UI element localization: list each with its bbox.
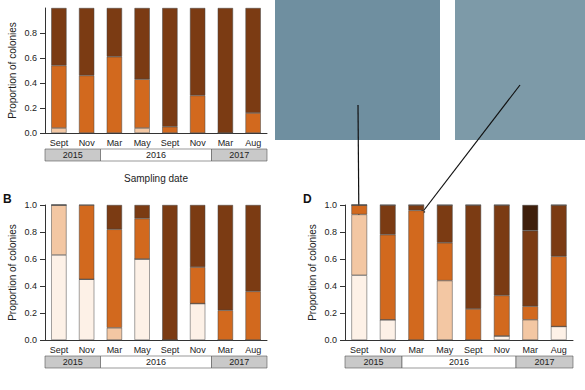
svg-text:0.4: 0.4: [324, 281, 337, 291]
svg-text:2017: 2017: [229, 357, 249, 367]
svg-text:2015: 2015: [63, 357, 83, 367]
svg-text:2017: 2017: [229, 150, 249, 160]
svg-text:2016: 2016: [146, 357, 166, 367]
svg-text:D: D: [303, 192, 312, 206]
svg-text:May: May: [134, 345, 152, 355]
svg-text:Aug: Aug: [245, 345, 261, 355]
svg-text:Sept: Sept: [464, 345, 483, 355]
svg-text:Mar: Mar: [523, 345, 539, 355]
svg-text:2015: 2015: [63, 150, 83, 160]
svg-text:0.4: 0.4: [24, 281, 37, 291]
svg-text:May: May: [134, 138, 152, 148]
svg-text:Sept: Sept: [161, 345, 180, 355]
svg-text:2016: 2016: [449, 357, 469, 367]
svg-text:Mar: Mar: [218, 138, 234, 148]
svg-text:0.8: 0.8: [24, 28, 37, 38]
svg-text:0.0: 0.0: [324, 335, 337, 345]
svg-text:1.0: 1.0: [324, 200, 337, 210]
svg-text:Proportion of colonies: Proportion of colonies: [7, 224, 18, 321]
svg-text:Nov: Nov: [190, 138, 207, 148]
svg-text:Proportion of colonies: Proportion of colonies: [307, 224, 318, 321]
svg-text:0.6: 0.6: [24, 254, 37, 264]
svg-text:0.6: 0.6: [24, 53, 37, 63]
svg-text:Sept: Sept: [350, 345, 369, 355]
svg-text:0.6: 0.6: [324, 254, 337, 264]
svg-text:0.4: 0.4: [24, 78, 37, 88]
svg-text:0.2: 0.2: [24, 103, 37, 113]
svg-text:Mar: Mar: [409, 345, 425, 355]
svg-text:B: B: [3, 192, 12, 206]
svg-text:Nov: Nov: [79, 138, 96, 148]
svg-text:0.0: 0.0: [24, 335, 37, 345]
svg-text:Mar: Mar: [107, 345, 123, 355]
svg-text:Nov: Nov: [380, 345, 397, 355]
svg-text:Aug: Aug: [245, 138, 261, 148]
svg-text:Nov: Nov: [494, 345, 511, 355]
svg-text:1.0: 1.0: [24, 200, 37, 210]
svg-text:Sept: Sept: [161, 138, 180, 148]
svg-text:0.0: 0.0: [24, 128, 37, 138]
svg-text:Sept: Sept: [50, 345, 69, 355]
svg-text:Mar: Mar: [218, 345, 234, 355]
svg-text:0.8: 0.8: [324, 227, 337, 237]
svg-text:0.8: 0.8: [24, 227, 37, 237]
svg-text:Proportion of colonies: Proportion of colonies: [7, 22, 18, 119]
svg-text:Nov: Nov: [190, 345, 207, 355]
svg-text:2016: 2016: [146, 150, 166, 160]
svg-text:Mar: Mar: [107, 138, 123, 148]
svg-text:Sept: Sept: [50, 138, 69, 148]
svg-text:Nov: Nov: [79, 345, 96, 355]
svg-text:2015: 2015: [363, 357, 383, 367]
svg-text:0.2: 0.2: [24, 308, 37, 318]
svg-text:0.2: 0.2: [324, 308, 337, 318]
svg-text:2017: 2017: [534, 357, 554, 367]
svg-text:Aug: Aug: [551, 345, 567, 355]
svg-text:Sampling date: Sampling date: [124, 173, 188, 184]
svg-text:May: May: [436, 345, 454, 355]
